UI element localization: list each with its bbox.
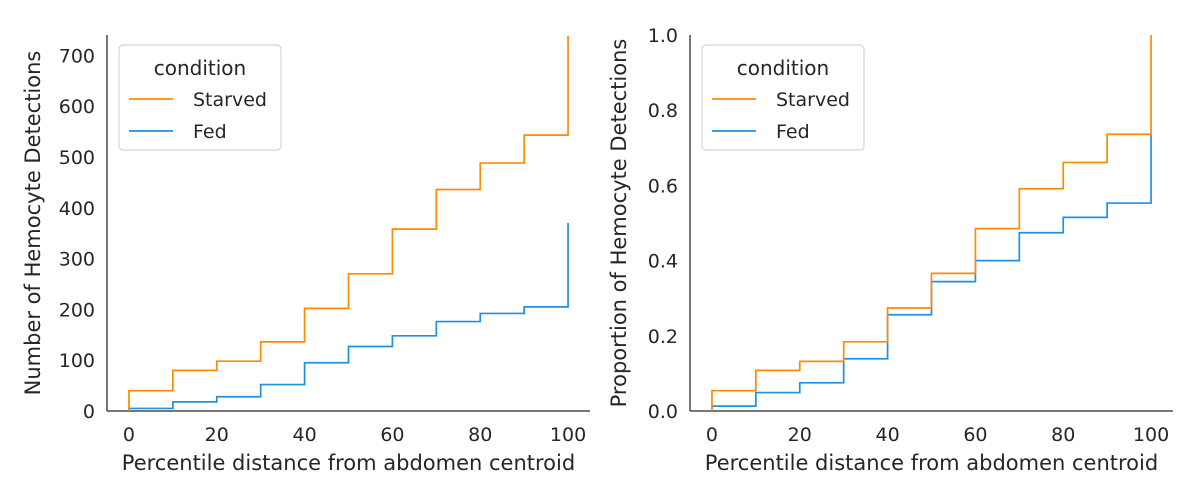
x-tick-label: 0 [123, 424, 135, 446]
y-tick-label: 500 [59, 147, 95, 169]
y-tick-label: 300 [59, 249, 95, 271]
series-line-fed [128, 223, 569, 411]
x-axis-label: Percentile distance from abdomen centroi… [705, 451, 1158, 475]
y-tick-label: 0.8 [648, 100, 678, 122]
x-tick-label: 60 [963, 424, 987, 446]
chart-panel-1: 0 20 40 60 80 100 0 100 200 300 400 500 600 700 Percen… [21, 35, 590, 475]
y-axis-label: Number of Hemocyte Detections [21, 51, 45, 396]
y-tick-label: 0.2 [648, 326, 678, 348]
chart-panel-2: 0 20 40 60 80 100 0.0 0.2 0.4 0.6 0.8 1.0 Percentile… [607, 25, 1173, 475]
legend-title: condition [737, 56, 829, 80]
x-tick-label: 80 [468, 424, 492, 446]
y-tick-label: 1.0 [648, 25, 678, 47]
legend-title: condition [154, 56, 246, 80]
y-tick-label: 0 [83, 401, 95, 423]
series-line-starved [128, 36, 569, 411]
x-axis-label: Percentile distance from abdomen centroi… [122, 451, 575, 475]
x-tick-label: 20 [788, 424, 812, 446]
legend: condition Starved Fed [118, 44, 282, 151]
legend-box [701, 44, 865, 151]
legend-entry-fed: Fed [776, 121, 810, 143]
legend-entry-fed: Fed [193, 121, 227, 143]
x-tick-label: 80 [1051, 424, 1075, 446]
x-tick-label: 100 [550, 424, 586, 446]
y-tick-label: 0.4 [648, 251, 678, 273]
y-tick-label: 600 [59, 96, 95, 118]
legend: condition Starved Fed [701, 44, 865, 151]
x-tick-label: 20 [205, 424, 229, 446]
y-tick-label: 400 [59, 198, 95, 220]
y-tick-label: 0.0 [648, 401, 678, 423]
legend-entry-starved: Starved [193, 89, 267, 111]
legend-entry-starved: Starved [776, 89, 850, 111]
legend-box [118, 44, 282, 151]
x-tick-label: 60 [380, 424, 404, 446]
y-tick-label: 100 [59, 350, 95, 372]
y-tick-label: 0.6 [648, 175, 678, 197]
x-tick-label: 40 [875, 424, 899, 446]
x-tick-label: 0 [706, 424, 718, 446]
series-line-starved [711, 35, 1152, 411]
y-axis-label: Proportion of Hemocyte Detections [607, 39, 631, 408]
x-tick-label: 40 [292, 424, 316, 446]
y-tick-label: 200 [59, 299, 95, 321]
y-tick-label: 700 [59, 45, 95, 67]
x-tick-label: 100 [1133, 424, 1169, 446]
